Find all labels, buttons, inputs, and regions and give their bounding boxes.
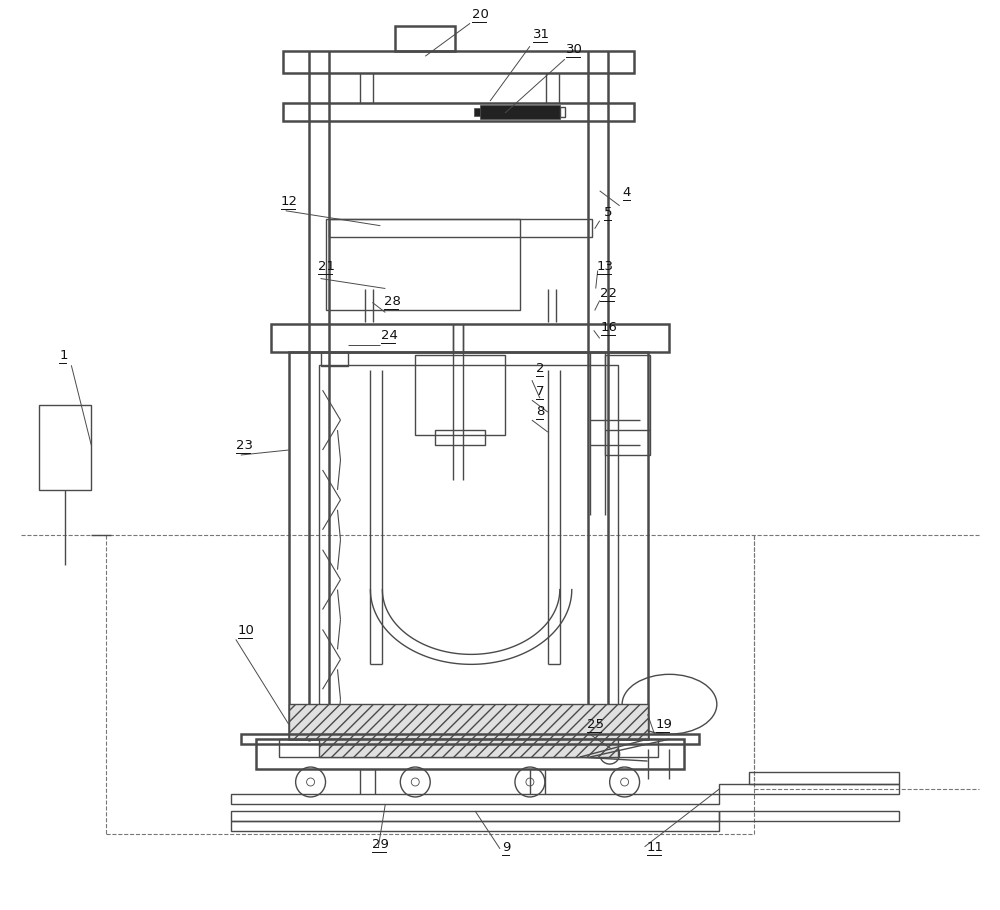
- Text: 30: 30: [566, 43, 583, 56]
- Text: 29: 29: [372, 838, 389, 851]
- Text: 25: 25: [587, 718, 604, 731]
- Bar: [321, 352, 348, 366]
- Text: 23: 23: [236, 439, 253, 452]
- Bar: [289, 704, 648, 739]
- Bar: [719, 811, 899, 821]
- Bar: [749, 772, 899, 784]
- Text: 22: 22: [600, 288, 617, 300]
- Bar: [279, 739, 658, 757]
- Text: 24: 24: [381, 329, 398, 342]
- Bar: [719, 784, 899, 794]
- Bar: [231, 811, 719, 821]
- Bar: [289, 352, 648, 739]
- Text: 11: 11: [647, 841, 664, 854]
- Text: 16: 16: [601, 321, 618, 334]
- Bar: [326, 218, 520, 310]
- Bar: [435, 430, 485, 445]
- Bar: [271, 324, 669, 352]
- Text: 31: 31: [533, 28, 550, 41]
- Bar: [560, 107, 565, 117]
- Bar: [415, 355, 505, 435]
- Text: 10: 10: [238, 624, 255, 637]
- Text: 7: 7: [536, 385, 544, 399]
- Text: 20: 20: [472, 8, 489, 21]
- Text: 21: 21: [318, 259, 335, 273]
- Text: 12: 12: [281, 195, 298, 207]
- Bar: [605, 355, 650, 455]
- Bar: [283, 103, 634, 121]
- Bar: [283, 51, 634, 73]
- Bar: [231, 821, 719, 831]
- Bar: [241, 734, 699, 744]
- Bar: [256, 739, 684, 769]
- Text: 19: 19: [656, 718, 672, 731]
- Bar: [231, 794, 719, 804]
- Bar: [319, 739, 618, 757]
- Bar: [480, 105, 560, 119]
- Text: 4: 4: [623, 186, 631, 198]
- Text: 5: 5: [604, 206, 612, 218]
- Bar: [329, 218, 592, 237]
- Text: 13: 13: [597, 259, 614, 273]
- Bar: [474, 108, 480, 116]
- Bar: [319, 365, 618, 714]
- Text: 1: 1: [59, 349, 68, 362]
- Bar: [395, 26, 455, 51]
- Bar: [39, 405, 91, 490]
- Text: 8: 8: [536, 405, 544, 418]
- Text: 28: 28: [384, 296, 401, 308]
- Text: 2: 2: [536, 362, 544, 375]
- Text: 9: 9: [502, 841, 510, 854]
